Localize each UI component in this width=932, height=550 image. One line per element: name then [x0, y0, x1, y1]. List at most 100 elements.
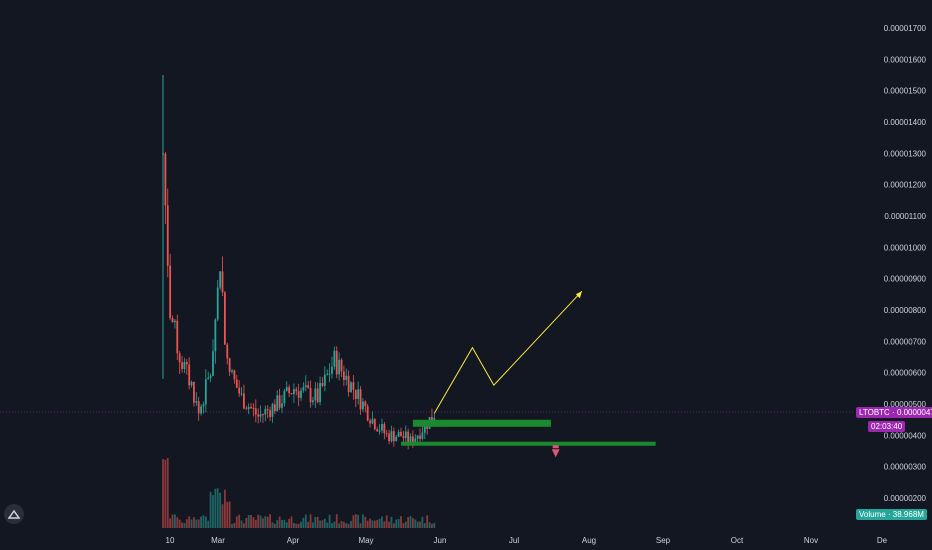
- candle-body: [204, 379, 207, 405]
- volume-bar: [178, 519, 181, 528]
- candle-body: [247, 406, 250, 410]
- volume-bar: [209, 491, 212, 528]
- volume-bar: [400, 516, 402, 528]
- x-tick-label: Jun: [434, 536, 447, 545]
- candle-body: [364, 401, 367, 407]
- volume-bar: [340, 520, 343, 528]
- candle-body: [276, 395, 279, 412]
- volume-bar: [290, 516, 293, 528]
- volume-bar: [295, 523, 298, 528]
- candle-body: [369, 420, 371, 424]
- volume-bar: [176, 517, 179, 528]
- candle-body: [197, 401, 200, 414]
- volume-bar: [419, 521, 421, 528]
- volume-bar: [166, 458, 169, 528]
- volume-bar: [347, 523, 350, 528]
- volume-bar: [273, 523, 276, 528]
- volume-bar: [300, 521, 302, 528]
- candle-body: [259, 414, 262, 417]
- volume-bar: [221, 504, 224, 528]
- volume-bar: [373, 520, 376, 528]
- volume-bar: [226, 501, 229, 528]
- volume-bar: [193, 517, 195, 528]
- candle-body: [243, 393, 245, 409]
- candle-body: [378, 430, 381, 432]
- x-tick-label: De: [877, 536, 888, 545]
- candle-body: [300, 390, 302, 398]
- y-tick-label: 0.00000800: [884, 306, 927, 315]
- volume-bar: [278, 516, 281, 528]
- volume-bar: [212, 495, 214, 528]
- y-tick-label: 0.00001500: [884, 87, 927, 96]
- candle-body: [176, 320, 179, 354]
- volume-bar: [240, 520, 243, 528]
- volume-bar: [235, 516, 238, 528]
- volume-bar: [190, 519, 193, 528]
- candle-body: [381, 423, 383, 431]
- volume-bar: [264, 516, 267, 528]
- volume-bar: [200, 516, 202, 528]
- volume-bar: [323, 518, 326, 528]
- candle-body: [390, 431, 393, 442]
- volume-bar: [259, 515, 262, 528]
- y-tick-label: 0.00001200: [884, 181, 927, 190]
- volume-bar: [316, 516, 319, 528]
- candle-body: [262, 414, 264, 416]
- volume-bar: [331, 523, 333, 528]
- candle-body: [357, 389, 360, 399]
- candle-body: [340, 359, 343, 372]
- volume-bar: [181, 522, 183, 528]
- candle-body: [271, 404, 274, 417]
- volume-bar: [223, 489, 226, 528]
- candle-body: [238, 387, 241, 394]
- candle-body: [433, 418, 436, 421]
- volume-bar: [245, 517, 248, 528]
- volume-bar: [312, 522, 314, 528]
- candle-body: [359, 389, 362, 410]
- candle-body: [221, 271, 224, 293]
- candle-body: [335, 350, 338, 375]
- candle-body: [402, 436, 405, 438]
- candle-body: [302, 387, 305, 391]
- volume-bar: [397, 519, 400, 528]
- candle-body: [347, 375, 350, 393]
- candle-body: [269, 410, 271, 417]
- volume-bar: [269, 514, 271, 528]
- candle-body: [328, 373, 331, 375]
- volume-bar: [359, 523, 362, 528]
- volume-bar: [250, 515, 252, 528]
- volume-bar: [371, 520, 374, 528]
- volume-bar: [238, 514, 241, 528]
- volume-bar: [333, 521, 336, 528]
- volume-bar: [309, 514, 312, 528]
- candle-body: [423, 423, 426, 433]
- candle-body: [309, 387, 312, 403]
- volume-bar: [409, 516, 412, 528]
- y-tick-label: 0.00001700: [884, 24, 927, 33]
- volume-bar: [188, 516, 191, 528]
- candle-body: [350, 382, 352, 393]
- volume-bar: [214, 488, 217, 528]
- volume-bar: [307, 521, 310, 528]
- volume-bar: [233, 522, 236, 528]
- candle-body: [254, 408, 257, 415]
- candle-body: [231, 370, 233, 372]
- volume-bar: [381, 516, 383, 528]
- candle-body: [185, 361, 188, 365]
- volume-bar: [252, 517, 255, 528]
- x-tick-label: 10: [166, 536, 175, 545]
- candle-body: [245, 408, 248, 410]
- candle-body: [266, 409, 269, 411]
- tradingview-logo-icon[interactable]: [4, 504, 24, 524]
- volume-bar: [174, 514, 176, 528]
- candle-body: [371, 419, 374, 424]
- candle-body: [376, 429, 379, 432]
- volume-bar: [266, 516, 269, 528]
- candle-body: [193, 381, 195, 403]
- candle-body: [200, 406, 202, 414]
- volume-bar: [428, 522, 431, 528]
- volume-bar: [288, 518, 291, 528]
- volume-bar: [392, 523, 395, 528]
- x-tick-label: Aug: [582, 536, 596, 545]
